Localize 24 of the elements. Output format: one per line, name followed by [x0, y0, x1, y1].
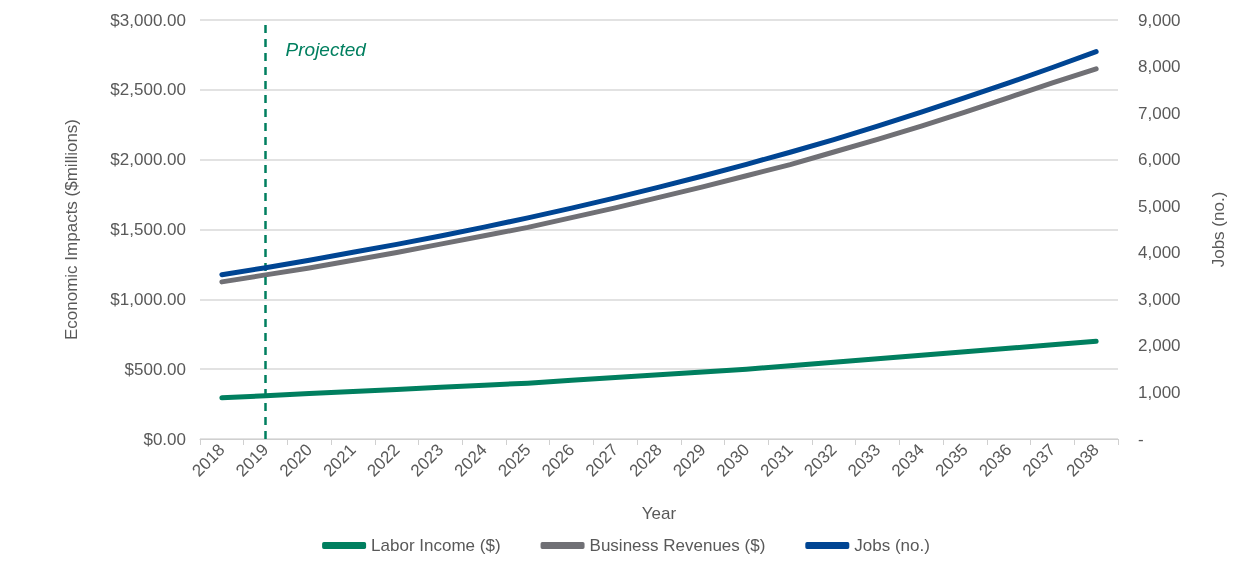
y-tick-label: $2,000.00	[110, 150, 186, 170]
y2-tick-label: 6,000	[1138, 150, 1181, 170]
y2-tick-label: 3,000	[1138, 289, 1181, 309]
y2-tick-label: 2,000	[1138, 336, 1181, 356]
y-tick-label: $3,000.00	[110, 10, 186, 30]
y2-tick-label: 1,000	[1138, 382, 1181, 402]
ref-line-label: Projected	[285, 39, 368, 60]
y2-tick-label: -	[1138, 429, 1144, 449]
y2-tick-label: 4,000	[1138, 243, 1181, 263]
y-tick-label: $500.00	[124, 359, 186, 379]
y-tick-label: $1,500.00	[110, 220, 186, 239]
y-tick-label: $2,500.00	[110, 80, 186, 100]
y-tick-label: $1,000.00	[110, 289, 186, 309]
y2-tick-label: 5,000	[1138, 196, 1181, 216]
legend-label: Labor Income ($)	[371, 536, 501, 555]
x-axis-title: Year	[641, 504, 677, 523]
legend-label: Jobs (no.)	[854, 536, 930, 555]
y-tick-label: $0.00	[143, 429, 186, 449]
y2-tick-label: 7,000	[1138, 103, 1181, 123]
y-axis-title: Economic Impacts ($millions)	[62, 118, 81, 341]
legend-label: Business Revenues ($)	[589, 536, 766, 555]
y2-axis-title: Jobs (no.)	[1209, 191, 1228, 268]
y2-tick-label: 9,000	[1138, 10, 1181, 30]
y2-tick-label: 8,000	[1138, 57, 1181, 77]
